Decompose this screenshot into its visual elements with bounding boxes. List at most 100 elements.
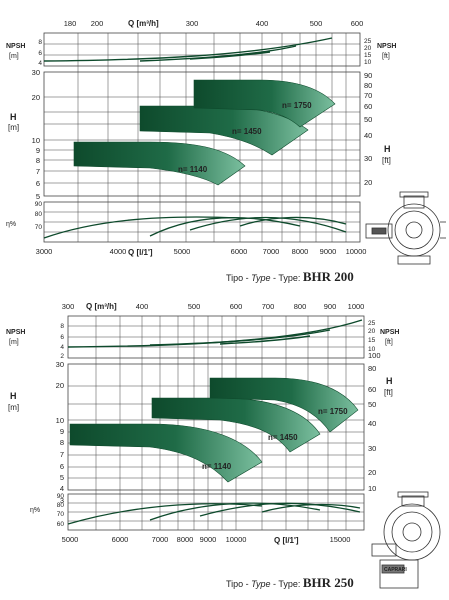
speed-label: n= 1750 (282, 101, 312, 110)
npsh-curve (219, 335, 311, 345)
npsh-curve (43, 37, 333, 62)
head-ft-tick: 60 (368, 385, 376, 394)
caption-bhr200: Tipo - Type - Type: BHR 200 (226, 269, 354, 285)
npsh-ft-unit: [ft] (385, 339, 393, 346)
q-ls-axis-label: Q [l/1'] (274, 536, 299, 545)
chart-bhr250: 300 400 500 600 700 800 900 1000 Q [m³/h… (6, 302, 441, 589)
npsh-m-tick: 4 (60, 344, 64, 351)
head-ft-tick: 70 (364, 91, 372, 100)
q-m3h-tick: 900 (324, 302, 337, 311)
head-m-tick: 9 (36, 146, 40, 155)
efficiency-curve (43, 216, 241, 239)
head-m-unit: [m] (8, 123, 19, 132)
head-m-label: H (10, 391, 17, 401)
head-ft-tick: 40 (364, 131, 372, 140)
head-panel-1 (43, 71, 361, 197)
q-ls-tick: 7000 (263, 247, 280, 256)
npsh-m-tick: 4 (38, 60, 42, 67)
npsh-m-unit: [m] (9, 339, 19, 346)
head-band-1750 (209, 377, 359, 433)
q-ls-tick: 10000 (226, 535, 247, 544)
npsh-m-tick: 6 (60, 334, 64, 341)
head-m-tick: 9 (60, 427, 64, 436)
npsh-ft-unit: [ft] (382, 53, 390, 60)
q-ls-tick: 5000 (62, 535, 79, 544)
q-m3h-tick: 400 (136, 302, 149, 311)
head-ft-unit: [ft] (384, 388, 393, 397)
head-m-unit: [m] (8, 403, 19, 412)
npsh-ft-label: NPSH (377, 43, 396, 50)
head-m-tick: 20 (32, 93, 40, 102)
q-m3h-tick: 700 (262, 302, 275, 311)
speed-label: n= 1140 (178, 165, 208, 174)
npsh-panel-1 (43, 32, 361, 67)
npsh-ft-tick: 15 (368, 337, 376, 344)
q-ls-tick: 9000 (200, 535, 217, 544)
caption-prefix: Tipo - (226, 273, 252, 283)
head-m-tick: 30 (32, 68, 40, 77)
npsh-m-tick: 8 (38, 39, 42, 46)
caption-sep: - Type: (270, 579, 303, 589)
caption-bhr250: Tipo - Type - Type: BHR 250 (226, 575, 354, 591)
head-ft-tick: 20 (364, 178, 372, 187)
head-m-tick: 6 (36, 179, 40, 188)
head-ft-tick: 10 (368, 484, 376, 493)
efficiency-curve (239, 216, 347, 227)
head-m-tick: 7 (36, 167, 40, 176)
efficiency-curve (199, 502, 361, 517)
chart-bhr200: 180 200 300 400 500 600 Q [m³/h] NPSH [m… (6, 19, 446, 265)
speed-label: n= 1140 (202, 462, 232, 471)
head-ft-tick: 20 (368, 468, 376, 477)
head-ft-tick: 80 (368, 364, 376, 373)
caption-type: Type (251, 579, 271, 589)
npsh-ft-tick: 15 (364, 52, 372, 59)
head-m-tick: 6 (60, 462, 64, 471)
efficiency-label: η% (30, 507, 40, 514)
efficiency-curve (189, 216, 347, 233)
head-band-1140 (73, 141, 246, 186)
head-m-tick: 5 (36, 192, 40, 201)
q-ls-tick: 7000 (152, 535, 169, 544)
q-ls-tick: 15000 (330, 535, 351, 544)
q-ls-tick: 8000 (177, 535, 194, 544)
q-ls-axis-label: Q [l/1'] (128, 248, 153, 257)
head-ft-tick: 80 (364, 81, 372, 90)
head-ft-tick: 30 (364, 154, 372, 163)
q-m3h-axis-label: Q [m³/h] (128, 19, 159, 28)
q-ls-tick: 6000 (231, 247, 248, 256)
head-ft-tick: 30 (368, 444, 376, 453)
head-m-tick: 10 (32, 136, 40, 145)
head-ft-tick: 60 (364, 102, 372, 111)
q-ls-tick: 3000 (36, 247, 53, 256)
efficiency-label: η% (6, 221, 16, 228)
head-ft-tick: 100 (368, 351, 381, 360)
npsh-m-label: NPSH (6, 329, 25, 336)
efficiency-tick: 70 (35, 224, 43, 231)
q-m3h-tick: 400 (256, 19, 269, 28)
q-ls-tick: 4000 (110, 247, 127, 256)
pump-illustration (371, 491, 441, 589)
head-ft-tick: 50 (368, 400, 376, 409)
head-ft-label: H (386, 376, 393, 386)
npsh-m-tick: 2 (60, 353, 64, 360)
pump-illustration (365, 191, 446, 265)
q-m3h-tick: 800 (294, 302, 307, 311)
head-m-tick: 8 (60, 438, 64, 447)
npsh-ft-tick: 10 (364, 59, 372, 66)
q-ls-tick: 8000 (292, 247, 309, 256)
q-m3h-axis-label: Q [m³/h] (86, 302, 117, 311)
npsh-m-label: NPSH (6, 43, 25, 50)
head-panel-2 (67, 363, 365, 491)
model-name: BHR 250 (302, 575, 354, 590)
q-m3h-tick: 500 (188, 302, 201, 311)
speed-label: n= 1750 (318, 407, 348, 416)
efficiency-tick: 70 (57, 511, 65, 518)
head-m-tick: 8 (36, 156, 40, 165)
npsh-curve (149, 329, 331, 346)
efficiency-curve (149, 217, 301, 237)
caption-prefix: Tipo - (226, 579, 252, 589)
efficiency-tick: 90 (57, 493, 65, 500)
head-m-tick: 20 (56, 381, 64, 390)
q-ls-tick: 6000 (112, 535, 129, 544)
